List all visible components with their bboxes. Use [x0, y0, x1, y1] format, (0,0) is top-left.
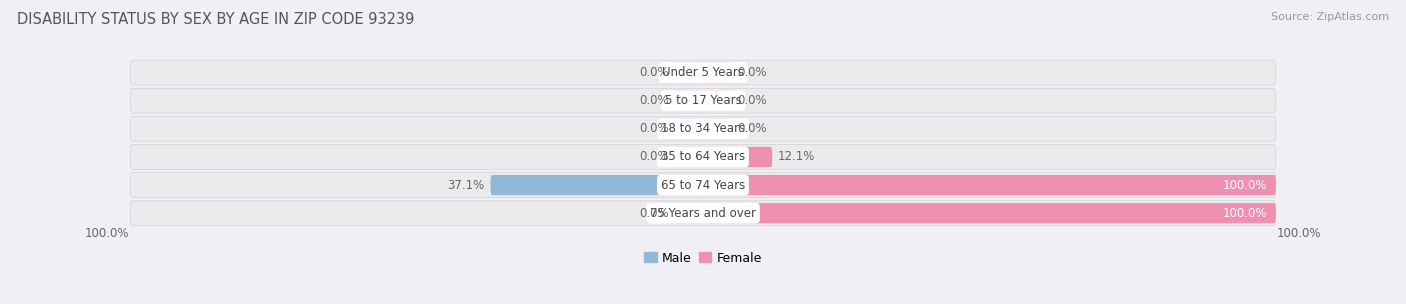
FancyBboxPatch shape: [675, 147, 703, 167]
FancyBboxPatch shape: [131, 88, 1275, 113]
Text: 0.0%: 0.0%: [638, 207, 669, 220]
Legend: Male, Female: Male, Female: [644, 252, 762, 265]
Text: 0.0%: 0.0%: [737, 122, 768, 135]
FancyBboxPatch shape: [703, 175, 1275, 195]
Text: 100.0%: 100.0%: [84, 227, 129, 240]
FancyBboxPatch shape: [703, 147, 772, 167]
FancyBboxPatch shape: [491, 175, 703, 195]
Text: 0.0%: 0.0%: [737, 66, 768, 79]
Text: Under 5 Years: Under 5 Years: [662, 66, 744, 79]
Text: 37.1%: 37.1%: [447, 178, 485, 192]
Text: 0.0%: 0.0%: [638, 94, 669, 107]
FancyBboxPatch shape: [703, 203, 1275, 223]
Text: 65 to 74 Years: 65 to 74 Years: [661, 178, 745, 192]
Text: 0.0%: 0.0%: [737, 94, 768, 107]
Text: 0.0%: 0.0%: [638, 150, 669, 164]
FancyBboxPatch shape: [703, 91, 731, 111]
Text: DISABILITY STATUS BY SEX BY AGE IN ZIP CODE 93239: DISABILITY STATUS BY SEX BY AGE IN ZIP C…: [17, 12, 415, 27]
Text: 0.0%: 0.0%: [638, 122, 669, 135]
Text: 18 to 34 Years: 18 to 34 Years: [661, 122, 745, 135]
Text: 0.0%: 0.0%: [638, 66, 669, 79]
FancyBboxPatch shape: [675, 91, 703, 111]
FancyBboxPatch shape: [675, 203, 703, 223]
Text: 100.0%: 100.0%: [1223, 178, 1267, 192]
FancyBboxPatch shape: [703, 119, 731, 139]
Text: 5 to 17 Years: 5 to 17 Years: [665, 94, 741, 107]
Text: 35 to 64 Years: 35 to 64 Years: [661, 150, 745, 164]
Text: Source: ZipAtlas.com: Source: ZipAtlas.com: [1271, 12, 1389, 22]
Text: 100.0%: 100.0%: [1277, 227, 1322, 240]
FancyBboxPatch shape: [131, 173, 1275, 198]
FancyBboxPatch shape: [131, 60, 1275, 85]
FancyBboxPatch shape: [675, 62, 703, 83]
Text: 100.0%: 100.0%: [1223, 207, 1267, 220]
FancyBboxPatch shape: [131, 201, 1275, 226]
Text: 75 Years and over: 75 Years and over: [650, 207, 756, 220]
Text: 12.1%: 12.1%: [778, 150, 815, 164]
FancyBboxPatch shape: [131, 116, 1275, 141]
FancyBboxPatch shape: [703, 62, 731, 83]
FancyBboxPatch shape: [131, 145, 1275, 169]
FancyBboxPatch shape: [675, 119, 703, 139]
